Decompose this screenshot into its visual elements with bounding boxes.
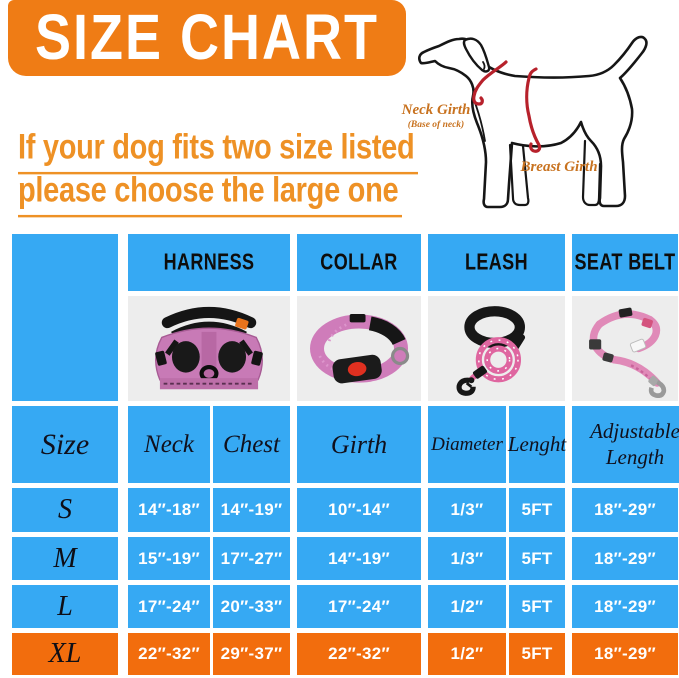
row-m-adjustable: 18″-29″ xyxy=(572,537,678,580)
header-leash: LEASH xyxy=(428,234,565,291)
neck-girth-sublabel: (Base of neck) xyxy=(407,120,465,130)
row-m-neck: 15″-19″ xyxy=(128,537,210,580)
header-leash-label: LEASH xyxy=(464,248,528,275)
size-advice-note: If your dog fits two size listed please … xyxy=(18,128,419,218)
subheader-adjustable-length: Adjustable Length xyxy=(572,406,679,483)
row-l-girth: 17″-24″ xyxy=(297,585,421,628)
row-l-neck: 17″-24″ xyxy=(128,585,210,628)
row-xl-label: XL xyxy=(12,633,118,675)
row-s-diameter: 1/3″ xyxy=(428,488,506,532)
leash-image xyxy=(456,305,525,396)
row-m-label: M xyxy=(12,537,118,580)
header-collar-label: COLLAR xyxy=(320,248,398,275)
row-m-diameter: 1/3″ xyxy=(428,537,506,580)
note-line-2: please choose the large one xyxy=(18,171,403,218)
title-banner: SIZE CHART xyxy=(8,0,406,76)
row-xl-adjustable: 18″-29″ xyxy=(572,633,678,675)
row-xl-diameter: 1/2″ xyxy=(428,633,506,675)
leash-image-cell xyxy=(428,296,565,401)
collar-image-cell xyxy=(297,296,421,401)
breast-girth-line xyxy=(525,67,542,153)
row-xl-chest: 29″-37″ xyxy=(213,633,290,675)
row-s-chest: 14″-19″ xyxy=(213,488,290,532)
row-l-label: L xyxy=(12,585,118,628)
subheader-diameter: Diameter xyxy=(428,406,506,483)
harness-image xyxy=(155,306,263,389)
row-s-length: 5FT xyxy=(509,488,565,532)
row-m-length: 5FT xyxy=(509,537,565,580)
neck-girth-label: Neck Girth xyxy=(401,102,471,118)
row-m-chest: 17″-27″ xyxy=(213,537,290,580)
row-l-diameter: 1/2″ xyxy=(428,585,506,628)
table-corner-block xyxy=(12,234,118,401)
subheader-length: Lenght xyxy=(508,406,566,483)
seatbelt-image-cell xyxy=(572,296,678,401)
harness-image-cell xyxy=(128,296,290,401)
header-harness-label: HARNESS xyxy=(163,248,255,275)
collar-image xyxy=(310,313,410,383)
subheader-size: Size xyxy=(12,406,118,483)
seatbelt-image xyxy=(589,307,667,398)
row-s-label: S xyxy=(12,488,118,532)
dog-inner-ear-line xyxy=(482,61,486,70)
dog-measurement-diagram: Neck Girth (Base of neck) Breast Girth xyxy=(395,12,679,228)
dog-far-rear-leg xyxy=(581,139,602,207)
row-xl-length: 5FT xyxy=(509,633,565,675)
page-title: SIZE CHART xyxy=(35,2,379,74)
row-s-girth: 10″-14″ xyxy=(297,488,421,532)
subheader-neck: Neck xyxy=(128,406,210,483)
header-harness: HARNESS xyxy=(128,234,290,291)
neck-girth-line xyxy=(472,60,508,106)
row-xl-girth: 22″-32″ xyxy=(297,633,421,675)
dog-far-front-leg xyxy=(508,143,530,207)
breast-girth-label: Breast Girth xyxy=(520,159,598,175)
note-line-1: If your dog fits two size listed xyxy=(18,128,419,175)
row-l-length: 5FT xyxy=(509,585,565,628)
row-s-neck: 14″-18″ xyxy=(128,488,210,532)
header-seatbelt-label: SEAT BELT xyxy=(574,248,676,275)
subheader-chest: Chest xyxy=(213,406,290,483)
header-seatbelt: SEAT BELT xyxy=(572,234,678,291)
row-xl-neck: 22″-32″ xyxy=(128,633,210,675)
row-s-adjustable: 18″-29″ xyxy=(572,488,678,532)
row-l-adjustable: 18″-29″ xyxy=(572,585,678,628)
row-m-girth: 14″-19″ xyxy=(297,537,421,580)
header-collar: COLLAR xyxy=(297,234,421,291)
row-l-chest: 20″-33″ xyxy=(213,585,290,628)
subheader-girth: Girth xyxy=(297,406,421,483)
dog-outline-drawing xyxy=(418,35,648,209)
